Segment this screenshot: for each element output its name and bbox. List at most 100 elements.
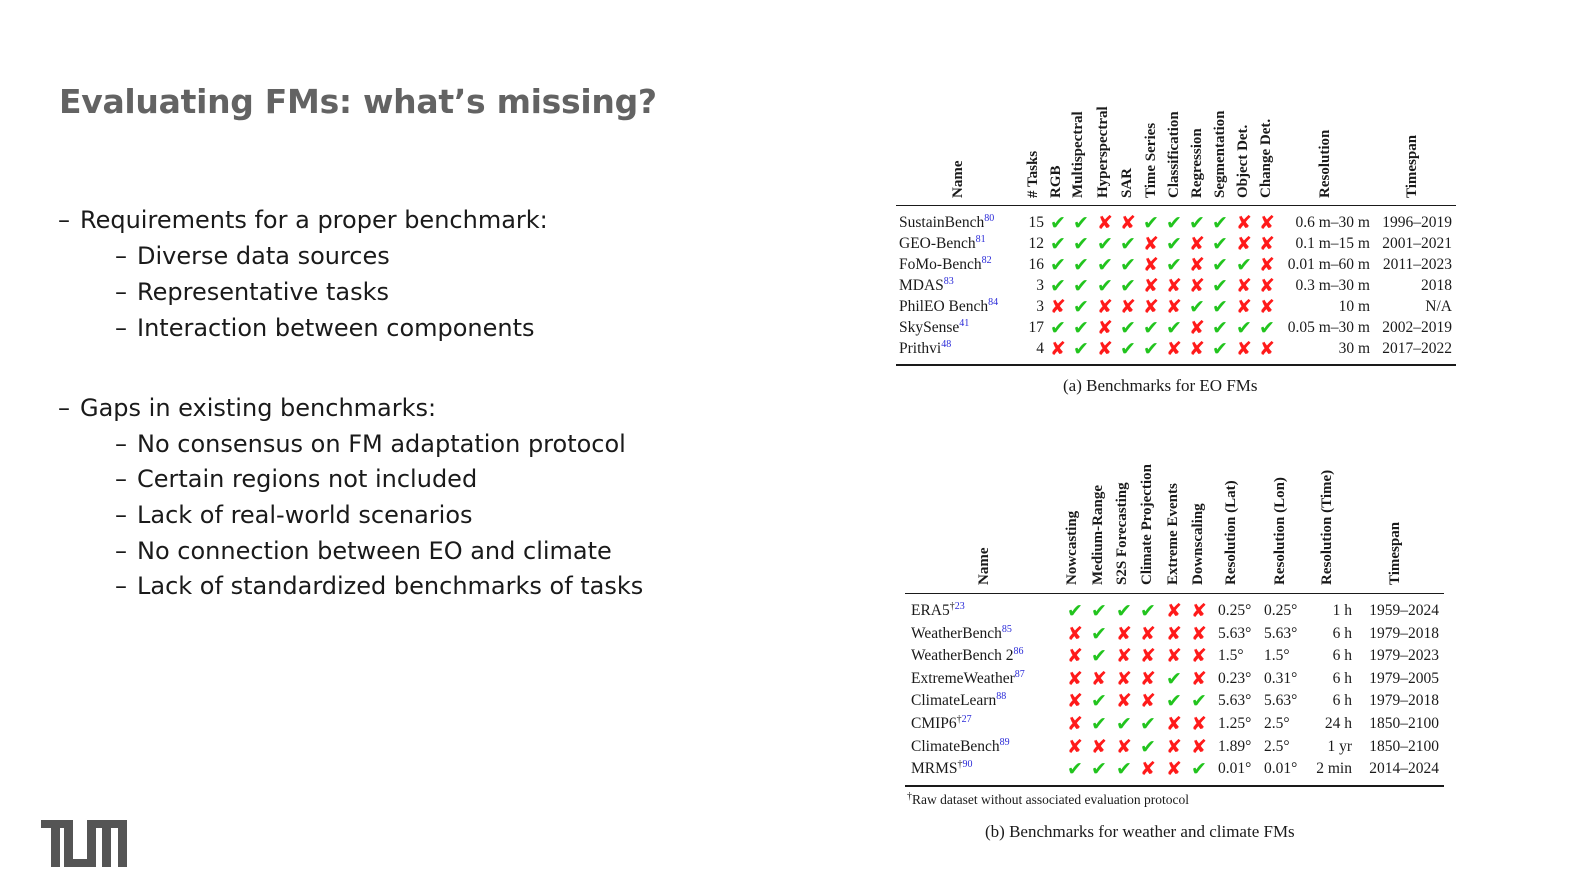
benchmark-name: PhilEO Bench: [899, 298, 989, 315]
cross-icon: ✘: [1189, 254, 1205, 276]
task-count: 4: [1036, 340, 1044, 357]
row-name: MDAS83: [899, 276, 954, 296]
cross-icon: ✘: [1116, 645, 1132, 668]
cross-icon: ✘: [1166, 338, 1182, 360]
check-icon: ✔: [1097, 275, 1113, 297]
check-icon: ✔: [1166, 667, 1182, 690]
bullet-item: – Gaps in existing benchmarks:: [58, 393, 436, 423]
bullet-dash: –: [115, 242, 127, 270]
check-icon: ✔: [1116, 600, 1132, 622]
sub-bullet-item: – Representative tasks: [115, 277, 389, 307]
cross-icon: ✘: [1140, 622, 1156, 645]
benchmark-name: MDAS: [899, 277, 944, 294]
cross-icon: ✘: [1166, 296, 1182, 318]
cross-icon: ✘: [1166, 600, 1182, 622]
time-resolution: 6 h: [1332, 624, 1352, 642]
citation-ref: 90: [962, 759, 973, 771]
column-header: Regression: [1189, 128, 1205, 198]
bullet-text: Lack of real-world scenarios: [137, 501, 473, 529]
resolution-value: 30 m: [1338, 340, 1370, 357]
check-icon: ✔: [1212, 212, 1228, 234]
check-icon: ✔: [1189, 296, 1205, 318]
bullet-item: – Requirements for a proper benchmark:: [58, 205, 548, 235]
timespan-value: 1959–2024: [1369, 602, 1439, 619]
sub-bullet-item: – Interaction between components: [115, 313, 535, 343]
row-name: ClimateBench89: [911, 737, 1010, 757]
citation-ref: 27: [961, 714, 972, 725]
cross-icon: ✘: [1166, 713, 1182, 735]
task-count: 17: [1028, 319, 1045, 336]
check-icon: ✔: [1073, 338, 1089, 360]
check-icon: ✔: [1189, 212, 1205, 234]
cross-icon: ✘: [1236, 233, 1252, 255]
column-header: Time Series: [1143, 122, 1159, 198]
lat-resolution: 0.25°: [1218, 602, 1252, 619]
check-icon: ✔: [1073, 275, 1089, 297]
column-header: Nowcasting: [1064, 510, 1080, 585]
benchmark-name: ClimateBench: [911, 737, 1000, 755]
lon-resolution: 0.25°: [1264, 602, 1298, 619]
check-icon: ✔: [1067, 758, 1083, 781]
time-resolution: 1 h: [1332, 602, 1352, 619]
resolution-value: 0.3 m–30 m: [1295, 277, 1371, 294]
time-resolution: 1 yr: [1327, 737, 1352, 755]
check-icon: ✔: [1166, 690, 1182, 713]
bullet-text: Representative tasks: [137, 278, 389, 306]
column-header: Object Det.: [1235, 124, 1251, 198]
citation-ref: 80: [984, 213, 995, 224]
cross-icon: ✘: [1067, 667, 1083, 690]
task-count: 3: [1036, 277, 1044, 294]
row-name: CMIP6†27: [911, 714, 972, 734]
task-count: 3: [1036, 298, 1044, 315]
citation-ref: 88: [996, 691, 1007, 703]
check-icon: ✔: [1097, 254, 1113, 276]
citation-ref: 82: [981, 255, 992, 266]
check-icon: ✔: [1259, 317, 1275, 339]
cross-icon: ✘: [1067, 622, 1083, 645]
resolution-value: 10 m: [1338, 298, 1370, 315]
cross-icon: ✘: [1091, 667, 1107, 690]
check-icon: ✔: [1120, 275, 1136, 297]
row-name: Prithvi48: [899, 339, 951, 359]
check-icon: ✔: [1140, 600, 1156, 622]
check-icon: ✔: [1212, 317, 1228, 339]
column-header: Name: [976, 547, 992, 586]
cross-icon: ✘: [1050, 296, 1066, 318]
cross-icon: ✘: [1120, 296, 1136, 318]
cross-icon: ✘: [1259, 338, 1275, 360]
cross-icon: ✘: [1236, 338, 1252, 360]
column-header: Resolution (Time): [1319, 469, 1335, 585]
lat-resolution: 0.01°: [1218, 760, 1252, 778]
cross-icon: ✘: [1189, 233, 1205, 255]
check-icon: ✔: [1050, 317, 1066, 339]
dagger-mark: †: [957, 759, 963, 771]
sub-bullet-item: – Lack of standardized benchmarks of task…: [115, 571, 643, 601]
check-icon: ✔: [1073, 212, 1089, 234]
resolution-value: 0.6 m–30 m: [1295, 214, 1371, 231]
cross-icon: ✘: [1050, 338, 1066, 360]
table-b-footnote: †Raw dataset without associated evaluati…: [907, 791, 1190, 808]
cross-icon: ✘: [1143, 254, 1159, 276]
cross-icon: ✘: [1140, 645, 1156, 668]
check-icon: ✔: [1120, 317, 1136, 339]
time-resolution: 6 h: [1332, 647, 1352, 665]
sub-bullet-item: – No connection between EO and climate: [115, 536, 612, 566]
timespan-value: 1979–2018: [1369, 692, 1439, 710]
row-name: SustainBench80: [899, 213, 994, 233]
benchmark-name: WeatherBench 2: [911, 647, 1014, 665]
cross-icon: ✘: [1067, 713, 1083, 735]
slide-title: Evaluating FMs: what’s missing?: [59, 82, 657, 121]
cross-icon: ✘: [1097, 212, 1113, 234]
bullet-text: Requirements for a proper benchmark:: [80, 206, 548, 234]
column-header: Timespan: [1387, 521, 1403, 585]
row-name: GEO-Bench81: [899, 234, 986, 254]
check-icon: ✔: [1212, 338, 1228, 360]
table-a-caption: (a) Benchmarks for EO FMs: [1063, 376, 1258, 395]
bullet-dash: –: [115, 314, 127, 342]
cross-icon: ✘: [1259, 254, 1275, 276]
benchmark-name: SustainBench: [899, 214, 985, 231]
citation-ref: 84: [988, 297, 999, 308]
timespan-value: 2018: [1421, 277, 1452, 294]
cross-icon: ✘: [1191, 735, 1207, 758]
table-rule: [905, 593, 1444, 594]
